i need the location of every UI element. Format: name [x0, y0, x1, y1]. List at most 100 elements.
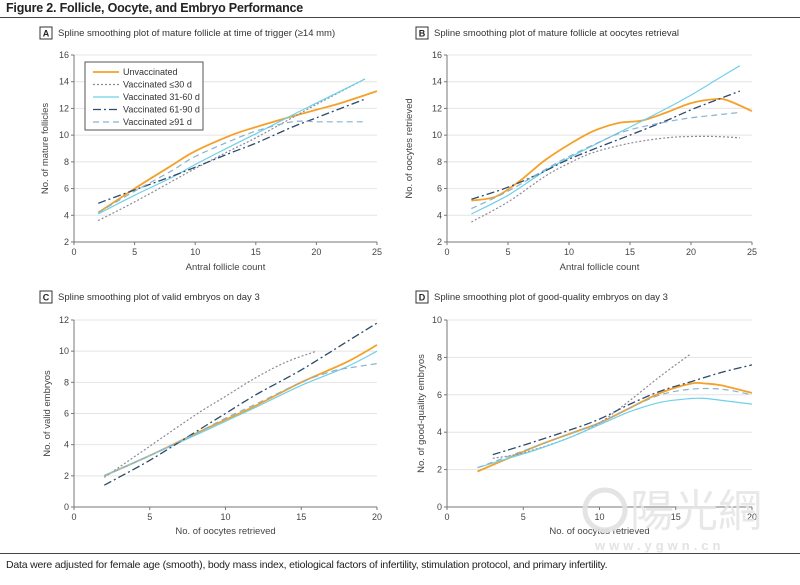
x-tick-label: 20 [686, 247, 696, 257]
y-tick-label: 4 [64, 440, 69, 450]
panel-letter: D [419, 293, 426, 303]
panel-letter: C [43, 293, 50, 303]
y-tick-label: 4 [437, 210, 442, 220]
y-tick-label: 12 [432, 103, 442, 113]
series-line-unvaccinated [97, 90, 378, 214]
x-tick-label: 15 [251, 247, 261, 257]
panel-title: Spline smoothing plot of mature follicle… [58, 28, 335, 39]
series-line-vaccinated-30-d [97, 78, 366, 222]
x-tick-label: 5 [521, 512, 526, 522]
y-tick-label: 2 [437, 237, 442, 247]
x-tick-label: 25 [372, 247, 382, 257]
legend-label: Vaccinated ≥91 d [123, 117, 192, 127]
series-line-unvaccinated [477, 381, 753, 473]
y-tick-label: 8 [437, 157, 442, 167]
legend-label: Unvaccinated [123, 67, 178, 77]
y-tick-label: 6 [64, 409, 69, 419]
x-tick-label: 0 [71, 247, 76, 257]
legend-label: Vaccinated ≤30 d [123, 80, 192, 90]
title-divider [0, 17, 800, 18]
x-tick-label: 15 [296, 512, 306, 522]
x-tick-label: 20 [747, 512, 757, 522]
x-tick-label: 0 [71, 512, 76, 522]
series-line-vaccinated-91-d [104, 363, 378, 477]
series-line-vaccinated-31-60-d [477, 397, 753, 469]
y-tick-label: 6 [437, 184, 442, 194]
y-tick-label: 2 [64, 237, 69, 247]
y-tick-label: 8 [64, 377, 69, 387]
legend-label: Vaccinated 31-60 d [123, 92, 200, 102]
watermark-text: 陽光網 [630, 486, 762, 537]
panel-title: Spline smoothing plot of good-quality em… [434, 292, 668, 303]
x-tick-label: 10 [564, 247, 574, 257]
panel-letter-box [39, 26, 53, 40]
x-axis-label: Antral follicle count [560, 262, 640, 273]
y-tick-label: 4 [64, 210, 69, 220]
y-axis-label: No. of oocytes retrieved [404, 98, 415, 198]
y-axis-label: No. of valid embryos [42, 370, 53, 457]
y-tick-label: 16 [59, 50, 69, 60]
x-tick-label: 15 [625, 247, 635, 257]
y-axis-label: No. of mature follicles [40, 103, 51, 195]
x-tick-label: 0 [444, 247, 449, 257]
y-tick-label: 14 [59, 77, 69, 87]
watermark-logo-icon [582, 487, 628, 533]
series-line-vaccinated-61-90-d [103, 322, 378, 486]
series-line-vaccinated-30-d [492, 353, 692, 459]
panel-title: Spline smoothing plot of valid embryos o… [58, 292, 260, 303]
series-line-vaccinated-30-d [471, 135, 740, 223]
chart-panel-c: C Spline smoothing plot of valid embryos … [39, 290, 382, 537]
y-tick-label: 4 [437, 427, 442, 437]
series-line-vaccinated-61-90-d [492, 364, 753, 456]
y-tick-label: 0 [437, 502, 442, 512]
y-tick-label: 6 [437, 390, 442, 400]
y-tick-label: 2 [437, 465, 442, 475]
x-axis-label: No. of oocytes retrieved [175, 526, 275, 537]
y-tick-label: 10 [59, 346, 69, 356]
chart-legend: Unvaccinated Vaccinated ≤30 d Vaccinated 3… [84, 61, 204, 131]
x-axis-label: Antral follicle count [186, 262, 266, 273]
series-line-vaccinated-91-d [97, 120, 365, 214]
panel-letter-box [39, 290, 53, 304]
chart-panel-b: B Spline smoothing plot of mature follicl… [404, 26, 757, 273]
x-tick-label: 10 [220, 512, 230, 522]
panel-letter-box [415, 26, 429, 40]
x-tick-label: 10 [190, 247, 200, 257]
x-tick-label: 25 [747, 247, 757, 257]
y-tick-label: 14 [432, 77, 442, 87]
series-line-unvaccinated [103, 344, 378, 477]
y-tick-label: 16 [432, 50, 442, 60]
watermark-url: www.ygwn.cn [594, 538, 724, 553]
x-tick-label: 15 [671, 512, 681, 522]
series-line-vaccinated-91-d [477, 387, 753, 469]
panel-letter: B [419, 29, 426, 39]
panel-letter-box [415, 290, 429, 304]
y-tick-label: 0 [64, 502, 69, 512]
x-tick-label: 5 [147, 512, 152, 522]
series-line-vaccinated-61-90-d [471, 90, 741, 200]
figure-title: Figure 2. Follicle, Oocyte, and Embryo P… [6, 1, 304, 15]
figure-footnote: Data were adjusted for female age (smoot… [6, 559, 608, 571]
legend-box [84, 61, 204, 131]
x-tick-label: 5 [505, 247, 510, 257]
series-line-vaccinated-31-60-d [97, 78, 366, 215]
footnote-divider [0, 553, 800, 554]
y-tick-label: 10 [432, 130, 442, 140]
chart-panel-a: A Spline smoothing plot of mature follicl… [39, 26, 382, 273]
panel-title: Spline smoothing plot of mature follicle… [434, 28, 679, 39]
x-tick-label: 5 [132, 247, 137, 257]
y-tick-label: 12 [59, 103, 69, 113]
series-line-vaccinated-30-d [103, 350, 317, 478]
x-tick-label: 20 [372, 512, 382, 522]
legend-label: Vaccinated 61-90 d [123, 105, 200, 115]
y-tick-label: 10 [59, 130, 69, 140]
x-tick-label: 20 [311, 247, 321, 257]
y-axis-label: No. of good-quality embryos [416, 354, 427, 473]
x-tick-label: 10 [594, 512, 604, 522]
x-tick-label: 0 [444, 512, 449, 522]
y-tick-label: 10 [432, 315, 442, 325]
y-tick-label: 2 [64, 471, 69, 481]
y-tick-label: 8 [437, 352, 442, 362]
y-tick-label: 6 [64, 184, 69, 194]
